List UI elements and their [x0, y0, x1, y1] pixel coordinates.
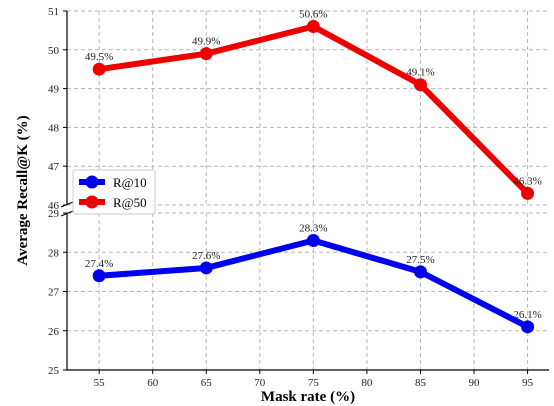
- x-tick-label: 55: [94, 377, 106, 389]
- data-label: 49.5%: [85, 51, 113, 63]
- axis-break-mark: [60, 201, 74, 208]
- y-tick-label: 25: [48, 365, 60, 377]
- y-tick-label: 29: [48, 208, 60, 220]
- data-point: [92, 62, 106, 76]
- x-tick-label: 95: [522, 377, 534, 389]
- tick-labels: 55 60 65 70 75 80 85 90 95 46 47 48 49 50 51 25 26 27 28 29: [48, 6, 534, 389]
- data-point: [199, 47, 213, 61]
- x-tick-label: 75: [308, 377, 320, 389]
- data-point: [199, 261, 213, 275]
- legend-label: R@10: [113, 175, 147, 190]
- y-tick-label: 47: [48, 161, 60, 173]
- data-point: [306, 233, 320, 247]
- data-label: 27.4%: [85, 258, 113, 270]
- x-tick-label: 65: [201, 377, 213, 389]
- x-tick-label: 90: [469, 377, 481, 389]
- y-tick-label: 49: [48, 84, 60, 96]
- data-label: 49.9%: [192, 36, 220, 48]
- data-labels: 27.4% 27.6% 28.3% 27.5% 26.1% 49.5% 49.9% 50.6%…: [85, 9, 542, 321]
- data-point: [306, 20, 320, 34]
- data-label: 27.6%: [192, 250, 220, 262]
- data-label: 50.6%: [299, 9, 327, 21]
- y-tick-label: 46: [48, 200, 60, 212]
- legend-swatch-marker: [85, 195, 99, 209]
- axes-layer: [60, 10, 549, 374]
- y-tick-label: 48: [48, 122, 60, 134]
- y-axis-title: Average Recall@K (%): [15, 115, 31, 265]
- data-point: [521, 186, 535, 200]
- series-layer: [92, 20, 535, 334]
- y-tick-label: 26: [48, 326, 60, 338]
- data-label: 49.1%: [406, 67, 434, 79]
- data-point: [413, 78, 427, 92]
- axis-break-mark: [60, 210, 74, 217]
- x-tick-label: 85: [415, 377, 427, 389]
- data-label: 28.3%: [299, 222, 327, 234]
- x-tick-label: 60: [147, 377, 159, 389]
- legend-label: R@50: [113, 195, 147, 210]
- legend: R@10 R@50: [72, 169, 156, 215]
- data-label: 46.3%: [513, 175, 541, 187]
- y-tick-label: 51: [48, 6, 59, 18]
- data-point: [413, 265, 427, 279]
- data-point: [521, 320, 535, 334]
- x-tick-label: 80: [361, 377, 373, 389]
- y-tick-label: 27: [48, 287, 60, 299]
- data-label: 27.5%: [406, 254, 434, 266]
- y-tick-label: 28: [48, 247, 60, 259]
- x-axis-title: Mask rate (%): [261, 389, 355, 405]
- x-tick-label: 70: [254, 377, 266, 389]
- y-tick-label: 50: [48, 45, 60, 57]
- data-label: 26.1%: [513, 309, 541, 321]
- legend-swatch-marker: [85, 175, 99, 189]
- data-point: [92, 269, 106, 283]
